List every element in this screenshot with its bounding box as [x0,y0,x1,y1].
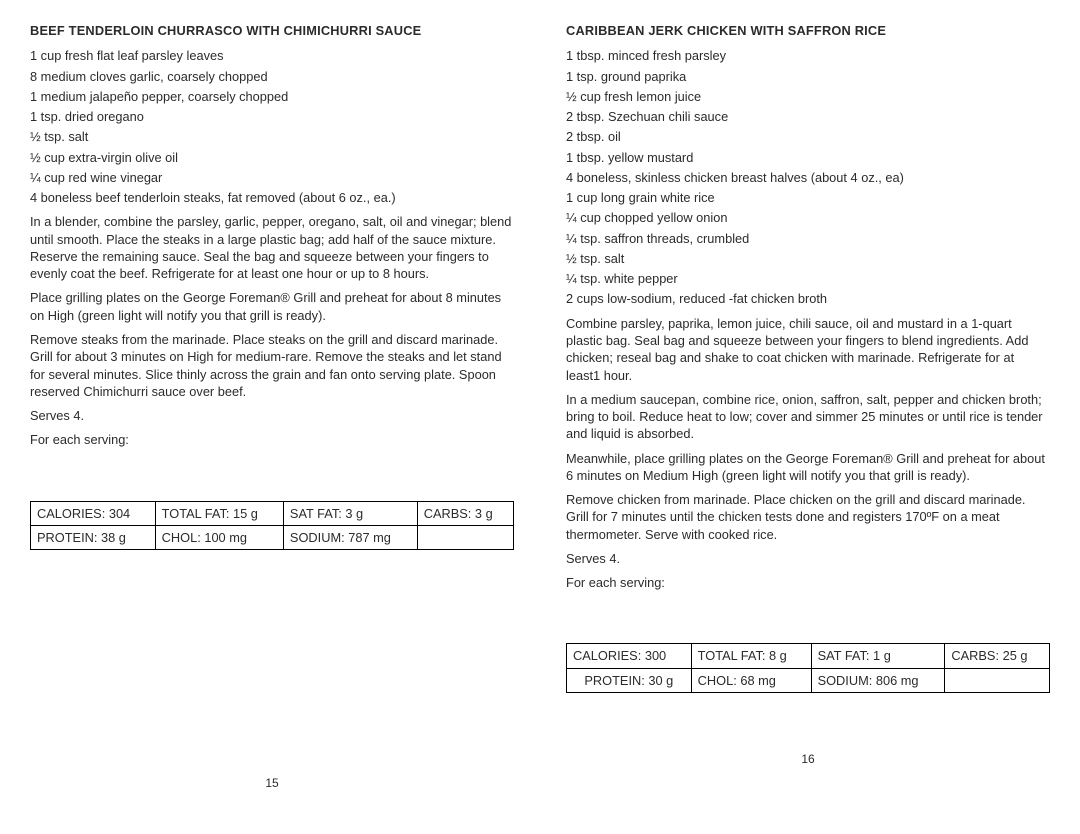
nutri-cell: PROTEIN: 30 g [567,668,692,692]
ingredient-line: 4 boneless beef tenderloin steaks, fat r… [30,189,514,206]
nutri-cell: CARBS: 25 g [945,644,1050,668]
table-row: PROTEIN: 30 g CHOL: 68 mg SODIUM: 806 mg [567,668,1050,692]
ingredient-line: 1 tsp. dried oregano [30,108,514,125]
ingredient-line: ¼ tsp. white pepper [566,270,1050,287]
page-number-right: 16 [566,751,1050,767]
nutri-cell: SODIUM: 806 mg [811,668,945,692]
recipe-title-left: BEEF TENDERLOIN CHURRASCO WITH CHIMICHUR… [30,22,514,39]
instruction-para: Meanwhile, place grilling plates on the … [566,450,1050,485]
instruction-para: Combine parsley, paprika, lemon juice, c… [566,315,1050,384]
serves-line: Serves 4. [30,407,514,424]
ingredient-line: 2 cups low-sodium, reduced -fat chicken … [566,290,1050,307]
ingredient-line: ½ tsp. salt [566,250,1050,267]
page-number-left: 15 [30,775,514,791]
ingredient-line: 8 medium cloves garlic, coarsely chopped [30,68,514,85]
for-each-serving: For each serving: [30,431,514,448]
instruction-para: Remove steaks from the marinade. Place s… [30,331,514,400]
ingredient-line: 2 tbsp. Szechuan chili sauce [566,108,1050,125]
recipe-title-right: CARIBBEAN JERK CHICKEN WITH SAFFRON RICE [566,22,1050,39]
nutri-cell: CHOL: 68 mg [691,668,811,692]
ingredient-line: 1 medium jalapeño pepper, coarsely chopp… [30,88,514,105]
for-each-serving: For each serving: [566,574,1050,591]
nutri-cell: SODIUM: 787 mg [283,525,417,549]
nutri-cell: CALORIES: 300 [567,644,692,668]
nutri-cell: SAT FAT: 3 g [283,501,417,525]
nutri-cell: SAT FAT: 1 g [811,644,945,668]
nutri-cell: TOTAL FAT: 15 g [155,501,283,525]
ingredient-line: 1 cup long grain white rice [566,189,1050,206]
instruction-para: In a medium saucepan, combine rice, onio… [566,391,1050,443]
nutrition-table-left: CALORIES: 304 TOTAL FAT: 15 g SAT FAT: 3… [30,501,514,551]
ingredients-left: 1 cup fresh flat leaf parsley leaves 8 m… [30,47,514,206]
ingredient-line: 4 boneless, skinless chicken breast halv… [566,169,1050,186]
ingredient-line: ½ cup extra-virgin olive oil [30,149,514,166]
nutri-cell [945,668,1050,692]
nutri-cell: CALORIES: 304 [31,501,156,525]
instruction-para: In a blender, combine the parsley, garli… [30,213,514,282]
ingredient-line: 1 tbsp. yellow mustard [566,149,1050,166]
left-column: BEEF TENDERLOIN CHURRASCO WITH CHIMICHUR… [30,22,514,791]
instruction-para: Remove chicken from marinade. Place chic… [566,491,1050,543]
serves-line: Serves 4. [566,550,1050,567]
ingredient-line: ¼ tsp. saffron threads, crumbled [566,230,1050,247]
ingredient-line: 1 tsp. ground paprika [566,68,1050,85]
ingredient-line: ½ cup fresh lemon juice [566,88,1050,105]
nutri-cell: CARBS: 3 g [417,501,513,525]
table-row: CALORIES: 300 TOTAL FAT: 8 g SAT FAT: 1 … [567,644,1050,668]
nutri-cell: CHOL: 100 mg [155,525,283,549]
ingredient-line: ¼ cup red wine vinegar [30,169,514,186]
ingredient-line: 2 tbsp. oil [566,128,1050,145]
nutri-cell [417,525,513,549]
right-column: CARIBBEAN JERK CHICKEN WITH SAFFRON RICE… [566,22,1050,791]
nutri-cell: TOTAL FAT: 8 g [691,644,811,668]
table-row: PROTEIN: 38 g CHOL: 100 mg SODIUM: 787 m… [31,525,514,549]
ingredient-line: ¼ cup chopped yellow onion [566,209,1050,226]
ingredient-line: ½ tsp. salt [30,128,514,145]
nutri-cell: PROTEIN: 38 g [31,525,156,549]
nutrition-table-right: CALORIES: 300 TOTAL FAT: 8 g SAT FAT: 1 … [566,643,1050,693]
ingredient-line: 1 cup fresh flat leaf parsley leaves [30,47,514,64]
ingredient-line: 1 tbsp. minced fresh parsley [566,47,1050,64]
ingredients-right: 1 tbsp. minced fresh parsley 1 tsp. grou… [566,47,1050,307]
instruction-para: Place grilling plates on the George Fore… [30,289,514,324]
table-row: CALORIES: 304 TOTAL FAT: 15 g SAT FAT: 3… [31,501,514,525]
